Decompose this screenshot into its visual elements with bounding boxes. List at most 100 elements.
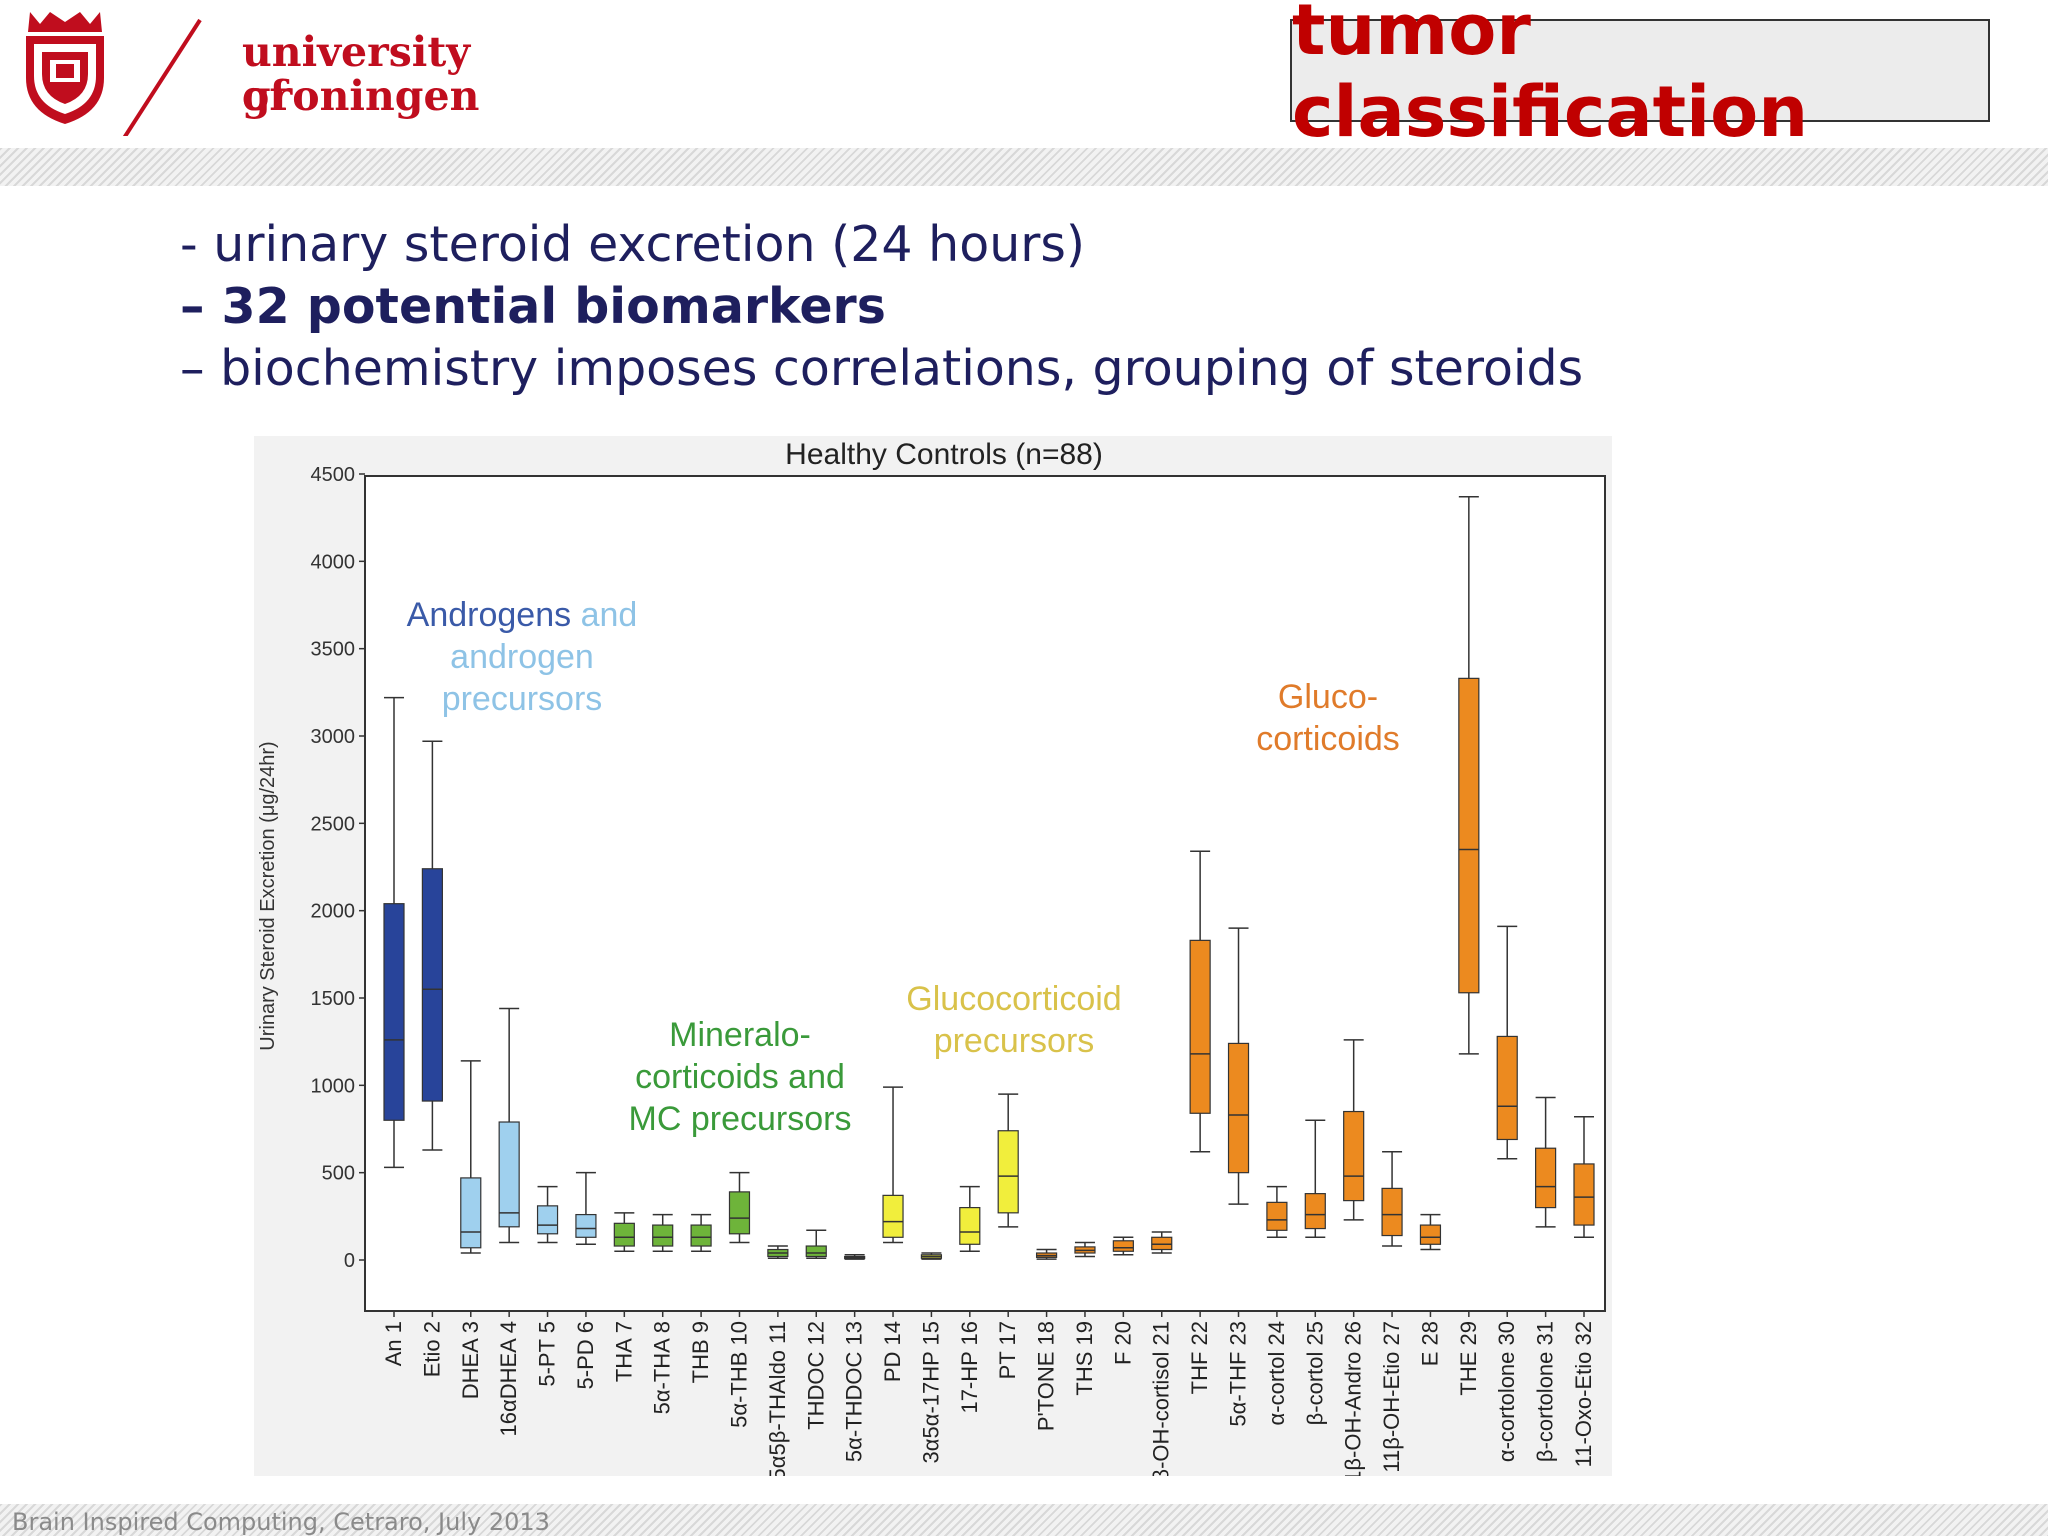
group-label-part: corticoids and (635, 1058, 845, 1096)
box-29 (1458, 495, 1480, 1055)
box-21 (1151, 1231, 1173, 1254)
y-tick-label: 500 (322, 1163, 355, 1185)
group-label-part: corticoids (1256, 720, 1400, 758)
box-23 (1227, 927, 1250, 1205)
box-7 (613, 1212, 635, 1253)
box-iqr (728, 1191, 751, 1235)
x-tick-label: 11β-OH-Andro 26 (1341, 1321, 1366, 1476)
box-9 (690, 1213, 712, 1253)
box-14 (882, 1086, 904, 1244)
x-tick-label: THE 29 (1456, 1321, 1481, 1396)
box-25 (1304, 1119, 1326, 1239)
box-iqr (1496, 1035, 1518, 1141)
box-iqr (1535, 1147, 1557, 1209)
x-tick-label: 5-PD 6 (573, 1321, 598, 1389)
group-label-part: Androgens (407, 596, 571, 634)
box-8 (652, 1213, 674, 1253)
box-18 (1035, 1248, 1058, 1260)
x-tick-label: 5α-THDOC 13 (842, 1321, 867, 1462)
x-tick-label: 11-Oxo-Etio 32 (1571, 1321, 1596, 1467)
plot-area (364, 475, 1606, 1312)
x-tick-label: α-cortol 24 (1264, 1321, 1289, 1425)
box-iqr (1227, 1042, 1250, 1174)
footer-text: Brain Inspired Computing, Cetraro, July … (12, 1508, 550, 1536)
group-label-part: MC precursors (629, 1100, 852, 1138)
x-tick-label: 3α5α-17HP 15 (918, 1321, 943, 1463)
box-2 (421, 740, 443, 1151)
box-iqr (959, 1206, 981, 1245)
x-tick-label: 5α-THB 10 (726, 1321, 751, 1428)
y-tick-label: 1500 (311, 988, 356, 1010)
x-tick-label: P'TONE 18 (1034, 1321, 1059, 1431)
group-label: Gluco- (1278, 678, 1378, 716)
x-tick-label: β-cortolone 31 (1533, 1321, 1558, 1462)
boxplot-chart: Healthy Controls (n=88) Urinary Steroid … (257, 438, 1606, 1476)
university-logo: university of groningen (20, 8, 490, 138)
box-32 (1573, 1116, 1595, 1239)
x-tick-label: THDOC 12 (803, 1321, 828, 1430)
group-label: corticoids (1256, 720, 1400, 758)
x-tick-label: β-cortol 25 (1302, 1321, 1327, 1425)
box-iqr (1573, 1163, 1595, 1226)
x-tick-label: 11β-OH-Etio 27 (1379, 1321, 1404, 1473)
x-tick-label: THB 9 (688, 1321, 713, 1383)
bullet-item: - urinary steroid excretion (24 hours) (180, 216, 1086, 273)
group-label: precursors (934, 1022, 1095, 1060)
box-5 (536, 1185, 559, 1244)
crest-icon (26, 12, 104, 124)
logo-line-1: university of (242, 28, 471, 120)
box-4 (498, 1007, 520, 1244)
box-12 (805, 1229, 827, 1260)
box-iqr (1112, 1240, 1134, 1252)
x-tick-label: 5α5β-THAldo 11 (765, 1321, 790, 1476)
box-iqr (1266, 1201, 1288, 1231)
box-26 (1343, 1039, 1365, 1221)
box-iqr (1458, 677, 1480, 994)
group-label-part: Glucocorticoid (906, 980, 1121, 1018)
group-label-part: androgen (450, 638, 594, 676)
y-tick-label: 0 (344, 1250, 355, 1272)
x-tick-label: THS 19 (1072, 1321, 1097, 1396)
box-series (383, 495, 1595, 1260)
box-iqr (536, 1205, 559, 1235)
box-iqr (690, 1224, 712, 1247)
x-tick-label: 5-PT 5 (535, 1321, 560, 1387)
box-1 (383, 696, 405, 1169)
y-tick-label: 1000 (311, 1075, 356, 1097)
box-iqr (805, 1245, 827, 1258)
y-tick-label: 4000 (311, 551, 356, 573)
group-label: MC precursors (629, 1100, 852, 1138)
box-16 (959, 1185, 981, 1253)
x-tick-label: THF 22 (1187, 1321, 1212, 1394)
slide-title-box: tumor classification (1290, 0, 1990, 153)
box-iqr (1189, 939, 1211, 1114)
footer-bar (0, 1504, 2048, 1536)
x-tick-label: E 28 (1417, 1321, 1442, 1366)
group-label-part: Gluco- (1278, 678, 1378, 716)
box-27 (1381, 1150, 1403, 1247)
box-iqr (652, 1224, 674, 1247)
x-tick-label: 16αDHEA 4 (496, 1321, 521, 1436)
box-iqr (997, 1130, 1019, 1214)
box-iqr (383, 903, 405, 1121)
header-divider (0, 148, 2048, 186)
logo-slash (122, 18, 202, 136)
x-tick-label: 5α-THF 23 (1226, 1321, 1251, 1427)
box-10 (728, 1171, 751, 1244)
x-tick-label: THA 7 (611, 1321, 636, 1382)
y-tick-label: 2000 (311, 901, 356, 923)
box-15 (920, 1252, 943, 1260)
x-tick-label: DHEA 3 (458, 1321, 483, 1399)
y-tick-label: 2500 (311, 813, 356, 835)
box-28 (1419, 1213, 1442, 1251)
logo-line-2: groningen (242, 72, 480, 120)
box-3 (460, 1060, 482, 1254)
y-tick-label: 4500 (311, 464, 356, 486)
slide-title: tumor classification (1292, 0, 1809, 153)
y-axis-label: Urinary Steroid Excretion (μg/24hr) (257, 741, 279, 1050)
box-17 (997, 1093, 1019, 1228)
group-label: Mineralo- (669, 1016, 811, 1054)
x-tick-label: PD 14 (880, 1321, 905, 1382)
box-iqr (1304, 1193, 1326, 1230)
bullet-list: - urinary steroid excretion (24 hours) –… (180, 214, 1583, 400)
